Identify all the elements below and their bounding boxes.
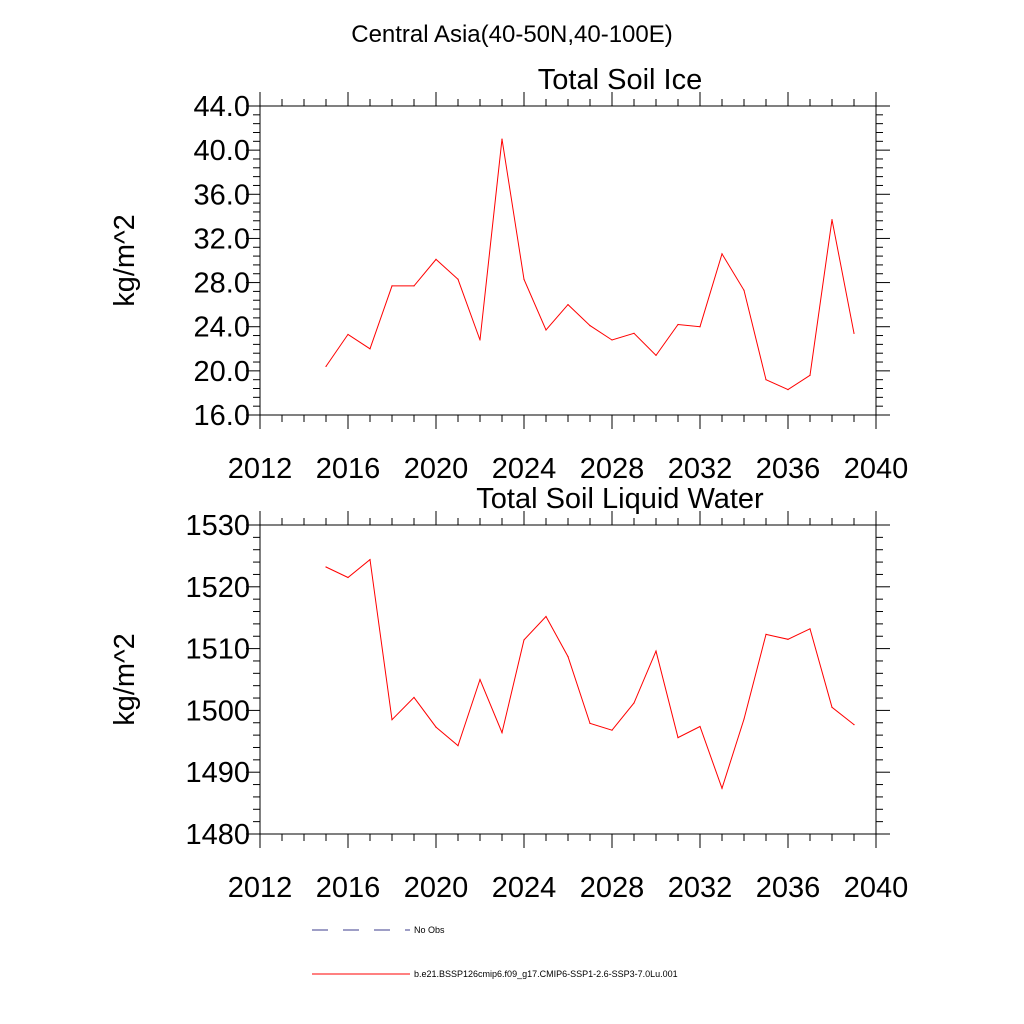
chart-title: Total Soil Ice <box>538 64 702 96</box>
series-line <box>325 558 855 790</box>
y-tick-label: 28.0 <box>194 268 250 300</box>
y-tick-label: 40.0 <box>194 135 250 167</box>
x-tick-label: 2040 <box>844 453 909 485</box>
data-point <box>611 729 613 731</box>
y-tick-label: 20.0 <box>194 356 250 388</box>
data-point <box>545 329 547 331</box>
data-point <box>633 702 635 704</box>
data-point <box>567 304 569 306</box>
x-tick-label: 2016 <box>316 872 381 904</box>
data-point <box>347 333 349 336</box>
data-point <box>391 719 393 721</box>
data-point <box>501 732 503 734</box>
y-axis-label: kg/m^2 <box>109 214 141 307</box>
y-tick-label: 1520 <box>185 572 250 604</box>
data-point <box>699 326 701 328</box>
y-tick-label: 1530 <box>185 510 250 542</box>
y-tick-label: 1480 <box>185 819 250 851</box>
data-point <box>523 639 525 641</box>
data-point <box>369 348 371 350</box>
legend-label-model-run: b.e21.BSSP126cmip6.f09_g17.CMIP6-SSP1-2.… <box>414 969 678 979</box>
panel-total-soil-ice: Total Soil Ice kg/m^2 2012 2016 2020 2024 2028… <box>109 64 908 485</box>
data-point <box>655 354 657 357</box>
data-point <box>457 278 459 280</box>
data-point <box>501 138 503 140</box>
plot-frame <box>259 524 877 835</box>
x-tick-label: 2028 <box>580 872 645 904</box>
data-point <box>325 566 327 568</box>
data-point <box>347 576 349 579</box>
x-tick-label: 2024 <box>492 453 557 485</box>
y-tick-label: 36.0 <box>194 179 250 211</box>
y-axis-label: kg/m^2 <box>109 633 141 726</box>
data-point <box>435 726 437 728</box>
y-tick-label: 1510 <box>185 634 250 666</box>
data-point <box>787 638 789 640</box>
y-tick-label: 32.0 <box>194 223 250 255</box>
x-tick-label: 2032 <box>668 453 733 485</box>
data-point <box>325 365 327 368</box>
x-tick-label: 2012 <box>228 872 293 904</box>
data-point <box>743 718 745 720</box>
y-tick-label: 1500 <box>185 695 250 727</box>
data-point <box>479 678 481 681</box>
x-tick-label: 2032 <box>668 872 733 904</box>
data-point <box>545 615 547 618</box>
data-point <box>589 325 591 327</box>
legend-label-no-obs: No Obs <box>414 925 445 935</box>
data-point <box>743 289 745 291</box>
data-point <box>677 736 679 739</box>
data-point <box>457 745 459 747</box>
data-point <box>809 374 811 376</box>
data-point <box>633 332 635 334</box>
chart-title: Total Soil Liquid Water <box>476 483 764 515</box>
data-point <box>721 253 723 255</box>
panel-total-soil-liquid-water: Total Soil Liquid Water kg/m^2 2012 2016 202… <box>109 483 908 904</box>
x-tick-label: 2024 <box>492 872 557 904</box>
x-tick-label: 2036 <box>756 872 821 904</box>
legend: No Obs b.e21.BSSP126cmip6.f09_g17.CMIP6-… <box>312 925 678 979</box>
figure-suptitle: Central Asia(40-50N,40-100E) <box>351 21 673 48</box>
series-line <box>325 139 855 391</box>
plot-frame <box>259 105 877 416</box>
data-point <box>369 559 371 561</box>
data-point <box>831 706 833 708</box>
data-point <box>853 724 855 726</box>
data-point <box>699 725 701 728</box>
x-tick-label: 2016 <box>316 453 381 485</box>
x-tick-label: 2040 <box>844 872 909 904</box>
data-point <box>611 339 613 341</box>
y-tick-label: 24.0 <box>194 312 250 344</box>
data-point <box>479 339 481 341</box>
data-point <box>413 285 415 287</box>
x-tick-label: 2028 <box>580 453 645 485</box>
y-tick-label: 16.0 <box>194 400 250 432</box>
data-point <box>391 285 393 287</box>
data-point <box>765 379 767 381</box>
data-point <box>677 323 679 326</box>
y-tick-label: 1490 <box>185 757 250 789</box>
data-point <box>413 696 415 699</box>
data-point <box>523 278 525 280</box>
x-tick-label: 2036 <box>756 453 821 485</box>
data-point <box>831 219 833 221</box>
x-tick-label: 2020 <box>404 872 469 904</box>
data-point <box>765 633 767 635</box>
y-tick-label: 44.0 <box>194 91 250 123</box>
data-point <box>809 628 811 630</box>
x-tick-label: 2012 <box>228 453 293 485</box>
data-point <box>853 332 855 334</box>
data-point <box>655 650 657 652</box>
data-point <box>435 258 437 260</box>
x-tick-label: 2020 <box>404 453 469 485</box>
data-point <box>787 389 789 391</box>
data-point <box>589 722 591 724</box>
data-point <box>567 656 569 658</box>
data-point <box>721 787 723 789</box>
